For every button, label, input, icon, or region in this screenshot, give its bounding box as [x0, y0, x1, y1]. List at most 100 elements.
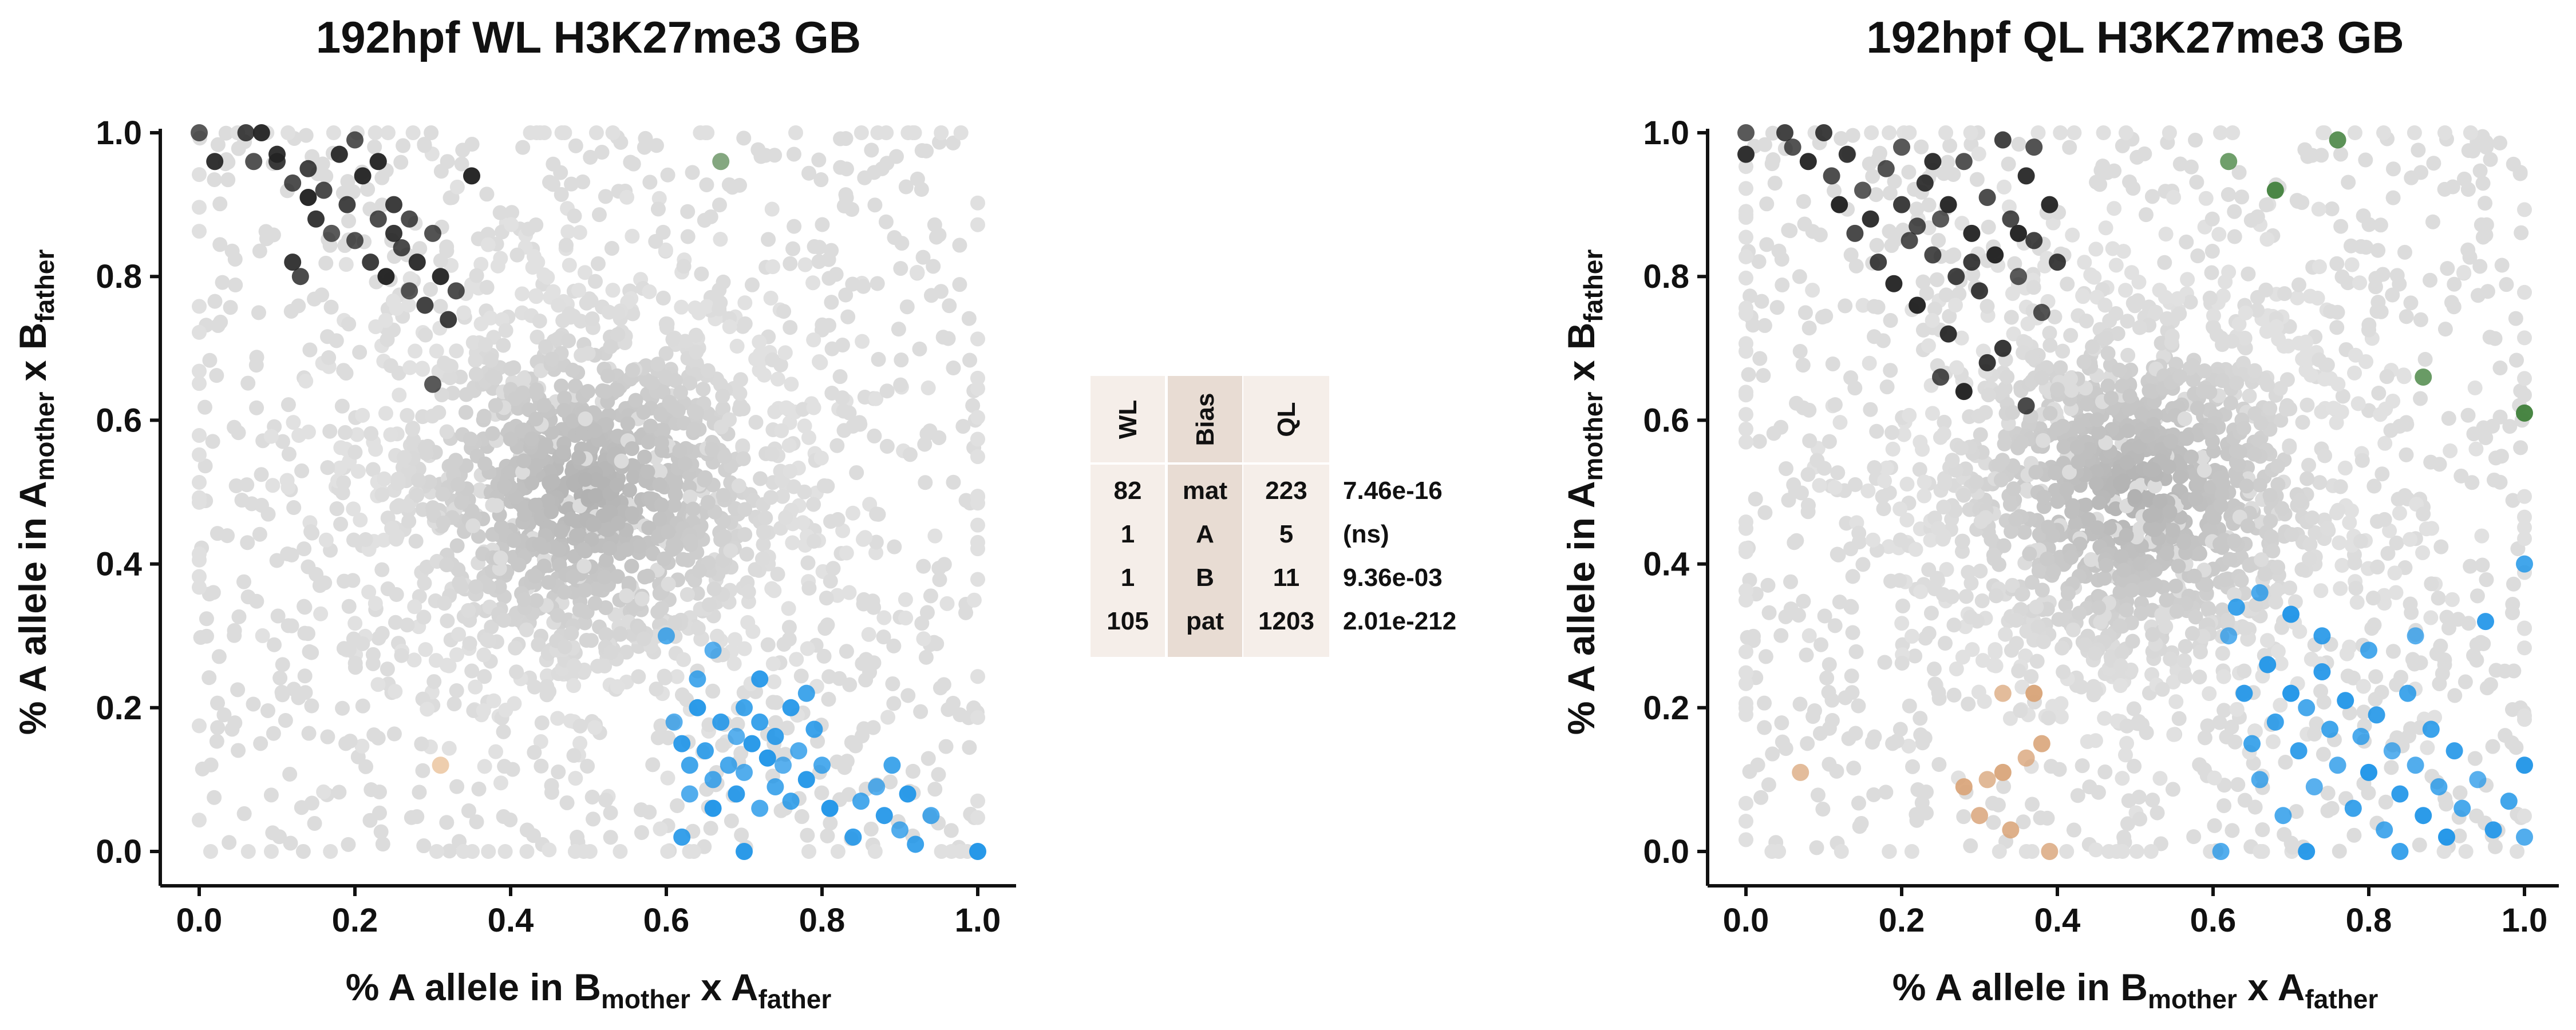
background-point — [2031, 563, 2046, 579]
background-point — [2330, 377, 2346, 392]
background-point — [422, 282, 438, 297]
background-point — [2302, 537, 2318, 552]
background-point — [2131, 789, 2147, 805]
background-point — [1931, 685, 1946, 700]
background-point — [2308, 525, 2323, 540]
background-point — [2124, 583, 2140, 598]
background-point — [2475, 176, 2491, 191]
background-point — [2365, 591, 2381, 606]
background-point — [2075, 289, 2091, 304]
background-point — [900, 688, 916, 703]
background-point — [855, 334, 870, 349]
background-point — [1739, 407, 1753, 422]
background-point — [2505, 605, 2520, 620]
pat-point — [2376, 821, 2393, 839]
background-point — [1908, 542, 1923, 557]
pat-point — [2313, 663, 2331, 680]
mat-point — [2033, 304, 2050, 321]
background-point — [2453, 468, 2469, 484]
pat-point — [922, 807, 940, 825]
background-point — [2437, 322, 2453, 337]
background-point — [279, 473, 295, 488]
background-point — [650, 201, 666, 217]
background-point — [539, 687, 555, 703]
background-point — [2059, 844, 2075, 859]
background-point — [568, 378, 583, 394]
background-point — [209, 368, 224, 383]
background-point — [800, 555, 816, 571]
background-point — [2202, 385, 2218, 400]
background-point — [583, 633, 599, 648]
mat-point — [2025, 138, 2043, 156]
background-point — [654, 435, 669, 450]
background-point — [760, 637, 776, 652]
background-point — [871, 506, 886, 522]
background-point — [653, 464, 668, 480]
background-point — [192, 546, 207, 562]
background-point — [650, 356, 666, 372]
background-point — [346, 532, 361, 548]
background-point — [302, 342, 318, 358]
mat-point — [354, 167, 372, 185]
background-point — [2479, 680, 2495, 696]
background-point — [677, 334, 693, 349]
background-point — [2129, 844, 2144, 859]
background-point — [2053, 360, 2068, 375]
background-point — [1761, 605, 1777, 620]
background-point — [2402, 532, 2417, 547]
pat-point — [2290, 742, 2308, 760]
background-point — [927, 528, 943, 544]
background-point — [2250, 290, 2265, 305]
mat-point — [1963, 253, 1981, 271]
background-point — [2221, 264, 2237, 280]
background-point — [477, 337, 493, 352]
pat-point — [2274, 807, 2292, 825]
background-point — [2030, 125, 2046, 140]
background-point — [2024, 575, 2040, 590]
background-point — [1796, 194, 1811, 209]
background-point — [2259, 232, 2275, 247]
background-point — [394, 648, 409, 663]
background-point — [861, 627, 876, 642]
background-point — [1739, 676, 1753, 691]
background-point — [1743, 288, 1758, 304]
background-point — [1883, 363, 1898, 378]
background-point — [814, 785, 829, 801]
background-point — [2335, 389, 2350, 404]
background-point — [536, 125, 552, 140]
background-point — [2224, 334, 2239, 349]
background-point — [2229, 702, 2245, 717]
background-point — [870, 125, 886, 140]
background-point — [688, 327, 704, 343]
background-point — [406, 433, 421, 448]
background-point — [2206, 320, 2221, 335]
background-point — [2100, 165, 2115, 180]
background-point — [1847, 477, 1863, 492]
background-point — [2053, 125, 2068, 140]
background-point — [835, 523, 851, 538]
background-point — [946, 135, 961, 150]
background-point — [2196, 462, 2212, 478]
background-point — [661, 730, 676, 746]
background-point — [389, 587, 404, 603]
background-point — [631, 669, 646, 684]
background-point — [970, 217, 985, 232]
background-point — [1938, 125, 1954, 140]
background-point — [955, 419, 971, 434]
background-point — [516, 453, 532, 469]
background-point — [2447, 688, 2463, 703]
background-point — [422, 474, 437, 490]
background-point — [820, 828, 835, 843]
background-point — [642, 175, 658, 190]
background-point — [578, 583, 593, 598]
background-point — [578, 472, 593, 487]
background-point — [2141, 490, 2156, 505]
pat-point — [821, 799, 839, 817]
background-point — [2262, 488, 2278, 503]
background-point — [776, 636, 792, 652]
background-point — [2287, 594, 2303, 609]
background-point — [1812, 478, 1827, 493]
background-point — [1801, 320, 1817, 336]
background-point — [400, 498, 416, 513]
background-point — [713, 419, 729, 435]
